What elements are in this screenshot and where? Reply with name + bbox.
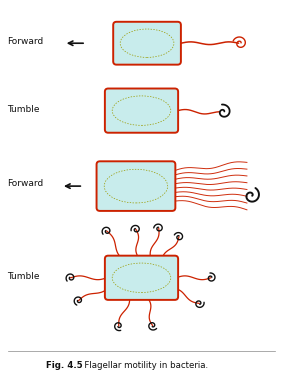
Text: Tumble: Tumble [7,272,39,281]
FancyBboxPatch shape [105,256,178,300]
Text: Fig. 4.5: Fig. 4.5 [46,361,82,370]
Text: Forward: Forward [7,179,43,188]
Text: : Flagellar motility in bacteria.: : Flagellar motility in bacteria. [76,361,208,370]
FancyBboxPatch shape [113,22,181,65]
Text: Tumble: Tumble [7,105,39,114]
Text: Forward: Forward [7,36,43,46]
FancyBboxPatch shape [97,161,175,211]
FancyBboxPatch shape [105,88,178,133]
